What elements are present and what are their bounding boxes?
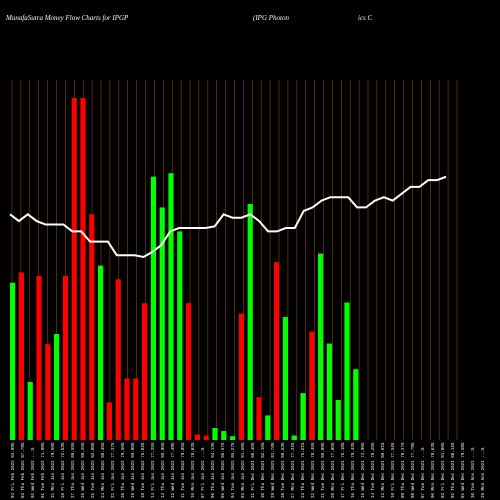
money-flow-bar (282, 316, 288, 440)
money-flow-bar (335, 399, 341, 440)
x-tick-label: 05 Wed Jan 2022 86.57% (221, 442, 226, 498)
x-tick-label: 15 Wed Dec 2021 72.96% (361, 442, 366, 498)
money-flow-bar (194, 434, 200, 440)
x-tick-label: 18 Tue Jan 2022 75.04% (142, 442, 146, 498)
money-flow-bar (150, 176, 156, 440)
money-flow-bar (326, 343, 332, 440)
x-tick-label: 25 Tue Jan 2022 82.08% (92, 442, 96, 498)
money-flow-bar (36, 275, 42, 440)
money-flow-bar (247, 204, 253, 440)
x-tick-label: 12 Wed Jan 2022 77.49% (171, 442, 176, 498)
x-tick-label: 03 Fri Dec 2021 81.86% (441, 442, 446, 498)
x-tick-label: 06 Mon Dec 2021 78.63% (432, 442, 436, 498)
x-tick-label: 07 Fri Jan 2022 ...% (201, 447, 206, 498)
x-tick-label: 29 Wed Dec 2021 81.70% (271, 442, 276, 498)
money-flow-bar (344, 302, 350, 440)
x-tick-label: 27 Thu Jan 2022 80.55% (71, 442, 76, 498)
x-tick-label: 30 Thu Dec 2021 82.16% (261, 442, 266, 498)
x-tick-label: 29 Mon Nov 2021 ...% (482, 447, 486, 498)
money-flow-bar (106, 402, 112, 440)
x-tick-label: 14 Tue Dec 2021 78.25% (372, 442, 376, 498)
money-flow-bar (186, 303, 192, 440)
x-tick-label: 03 Thu Feb 2022 87.79% (21, 442, 26, 498)
x-tick-label: 09 Thu Dec 2021 78.37% (401, 442, 406, 498)
money-flow-bar (238, 313, 244, 440)
x-tick-label: 10 Fri Dec 2021 77.54% (391, 442, 396, 498)
money-flow-bar (27, 381, 33, 440)
x-tick-label: 22 Wed Dec 2021 78.45% (311, 442, 316, 498)
x-tick-label: 31 Mon Jan 2022 79.60% (52, 442, 56, 498)
money-flow-bar (274, 262, 280, 440)
x-tick-label: 13 Mon Dec 2021 80.61% (382, 442, 386, 498)
x-tick-label: 16 Thu Dec 2021 79.43% (351, 442, 356, 498)
x-tick-label: 11 Tue Jan 2022 79.85% (182, 442, 186, 498)
money-flow-bar (18, 272, 24, 440)
x-tick-label: 10 Mon Jan 2022 78.03% (192, 442, 196, 498)
x-tick-label: 27 Mon Dec 2021 77.34% (292, 442, 296, 498)
money-flow-bar (177, 231, 183, 440)
x-tick-label: 30 Tue Nov 2021 ...% (472, 447, 476, 498)
x-tick-label: 04 Tue Jan 2022 85.27% (232, 442, 236, 498)
x-tick-label: 28 Tue Dec 2021 80.53% (282, 442, 286, 498)
money-flow-bar (203, 435, 209, 440)
money-flow-bar (62, 275, 68, 440)
x-tick-label: 21 Tue Dec 2021 80.89% (322, 442, 326, 498)
money-flow-bar (212, 428, 218, 440)
x-tick-label: 19 Wed Jan 2022 80.88% (131, 442, 136, 498)
x-tick-label: 31 Fri Dec 2021 80.45% (251, 442, 256, 498)
money-flow-bar (159, 207, 165, 440)
money-flow-bar (291, 435, 297, 440)
x-tick-label: 03 Mon Jan 2022 81.50% (242, 442, 246, 498)
money-flow-bar (300, 393, 306, 440)
x-tick-label: 01 Wed Dec 2021 79.58% (461, 442, 466, 498)
x-tick-label: 07 Tue Dec 2021 ...% (422, 447, 426, 498)
x-tick-label: 28 Fri Jan 2022 72.53% (61, 442, 66, 498)
gridlines (11, 80, 458, 440)
x-tick-label: 01 Tue Feb 2022 71.08% (41, 442, 46, 498)
money-flow-bar (318, 253, 324, 440)
money-flow-bar (309, 331, 315, 440)
x-tick-label: 04 Fri Feb 2022 83.99% (11, 442, 16, 498)
x-tick-label: 13 Thu Jan 2022 80.95% (161, 442, 166, 498)
money-flow-bar (168, 173, 174, 441)
x-tick-label: 06 Thu Jan 2022 84.13% (211, 442, 216, 498)
x-tick-label: 17 Fri Dec 2021 76.10% (341, 442, 346, 498)
money-flow-bar (124, 378, 130, 440)
money-flow-bar (133, 378, 139, 440)
x-tick-label: 20 Mon Dec 2021 77.85% (332, 442, 336, 498)
x-tick-label: 20 Thu Jan 2022 79.56% (121, 442, 126, 498)
x-tick-label: 23 Thu Dec 2021 75.21% (301, 442, 306, 498)
x-tick-label: 21 Fri Jan 2022 77.37% (111, 442, 116, 498)
x-tick-label: 02 Thu Dec 2021 80.14% (451, 442, 456, 498)
x-tick-label: 24 Mon Jan 2022 80.45% (102, 442, 106, 498)
money-flow-bar (89, 214, 95, 440)
money-flow-bar (45, 344, 51, 440)
chart-title-bar: MunafaSutra Money Flow Charts for IPGP (… (0, 4, 500, 22)
money-flow-bar (265, 415, 271, 440)
money-flow-bar (221, 431, 227, 440)
money-flow-bar (115, 279, 121, 440)
money-flow-bar (80, 98, 86, 440)
x-tick-label: 26 Wed Jan 2022 80.25% (81, 442, 86, 498)
money-flow-bar (54, 333, 60, 440)
chart-title-company-b: ics C (358, 14, 373, 22)
price-line-group (9, 175, 447, 259)
money-flow-bar (10, 282, 16, 440)
money-flow-bar (142, 303, 148, 440)
money-flow-bar (230, 436, 236, 440)
money-flow-bar (71, 98, 77, 440)
money-flow-bar (353, 369, 359, 440)
money-flow-bar (98, 265, 104, 440)
money-flow-bar (256, 397, 262, 440)
x-tick-label: 14 Fri Jan 2022 77.25% (151, 442, 156, 498)
chart-title: MunafaSutra Money Flow Charts for IPGP (6, 14, 129, 22)
x-tick-label: 02 Wed Feb 2022 ...% (31, 447, 36, 498)
bars (10, 98, 359, 441)
price-line (9, 175, 447, 259)
x-tick-labels: 04 Fri Feb 2022 83.99% 03 Thu Feb 2022 87… (11, 442, 486, 498)
x-tick-label: 08 Wed Dec 2021 77.79% (411, 442, 416, 498)
chart-title-company-a: (IPG Photon (253, 14, 289, 22)
